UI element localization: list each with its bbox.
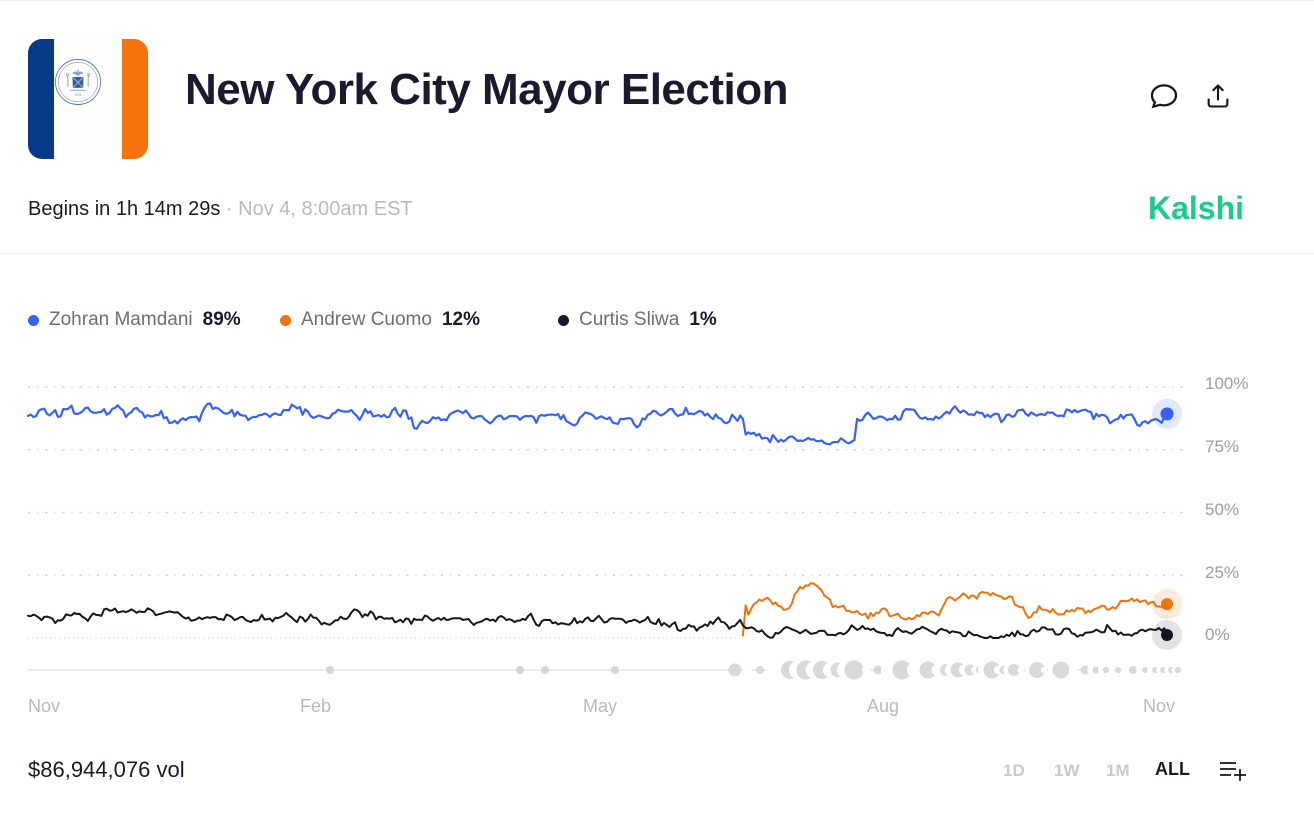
svg-text:1625: 1625: [75, 92, 82, 96]
